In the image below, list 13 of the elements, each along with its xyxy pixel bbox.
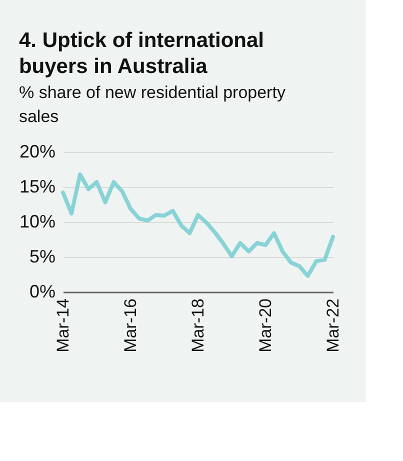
y-tick-label: 15% <box>19 176 56 196</box>
x-tick-label: Mar-20 <box>256 298 276 352</box>
line-series <box>61 172 335 278</box>
x-tick-label: Mar-22 <box>324 298 342 352</box>
y-tick-label: 20% <box>19 142 56 162</box>
x-tick-label: Mar-18 <box>188 298 208 352</box>
y-axis-title: % share of new residential property sales <box>18 83 286 126</box>
x-tick-label: Mar-14 <box>54 298 72 352</box>
y-tick-label: 10% <box>19 212 56 232</box>
y-tick-label: 5% <box>29 246 56 266</box>
x-tick-label: Mar-16 <box>121 298 140 352</box>
y-tick-label: 0% <box>29 282 56 302</box>
chart-title: 4. Uptick of international buyers in Australia <box>18 29 264 78</box>
